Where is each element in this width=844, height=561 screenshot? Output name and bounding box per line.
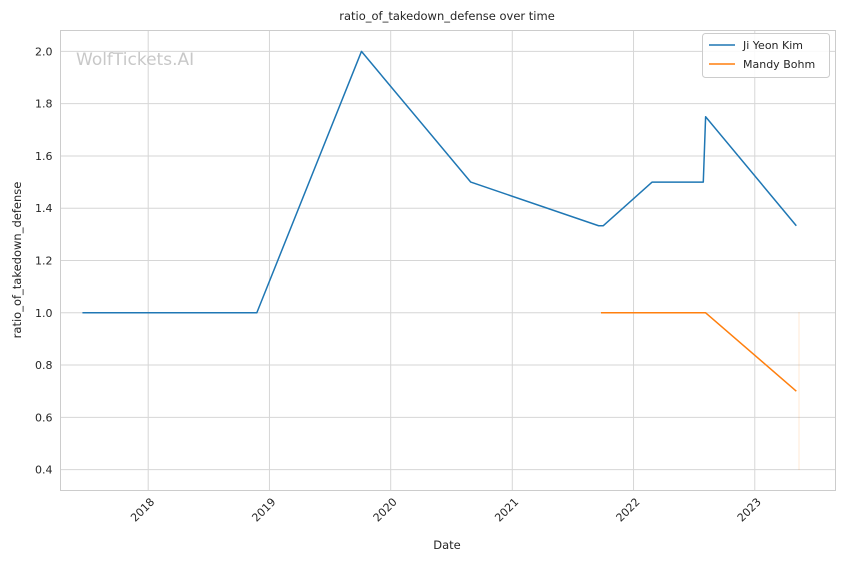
grid-layer — [60, 30, 836, 491]
x-tick-label: 2020 — [371, 496, 400, 525]
y-tick-label: 1.8 — [35, 98, 53, 111]
series-line-mandy-bohm — [600, 312, 797, 392]
y-tick-label: 2.0 — [35, 45, 53, 58]
y-tick-label: 0.8 — [35, 359, 53, 372]
x-tick-label: 2023 — [735, 496, 764, 525]
x-tick-label: 2022 — [614, 496, 643, 525]
y-tick-label: 1.2 — [35, 255, 53, 268]
y-axis-label: ratio_of_takedown_defense — [10, 182, 24, 339]
legend-label-series-0: Ji Yeon Kim — [742, 39, 803, 52]
y-tick-label: 0.4 — [35, 464, 53, 477]
y-tick-labels: 0.4 0.6 0.8 1.0 1.2 1.4 1.6 1.8 2.0 — [35, 45, 53, 476]
x-tick-label: 2021 — [492, 496, 521, 525]
y-tick-label: 1.6 — [35, 150, 53, 163]
x-tick-label: 2018 — [128, 496, 157, 525]
x-tick-label: 2019 — [249, 496, 278, 525]
plot-frame — [60, 30, 836, 491]
legend-label-series-1: Mandy Bohm — [743, 58, 815, 71]
y-tick-label: 0.6 — [35, 411, 53, 424]
y-tick-label: 1.0 — [35, 307, 53, 320]
x-tick-labels: 2018 2019 2020 2021 2022 2023 — [128, 496, 764, 525]
series-layer — [82, 50, 797, 392]
y-tick-label: 1.4 — [35, 202, 53, 215]
series-line-ji-yeon-kim — [82, 50, 797, 314]
x-axis-label: Date — [433, 538, 461, 552]
legend: Ji Yeon Kim Mandy Bohm — [702, 33, 830, 78]
chart-title: ratio_of_takedown_defense over time — [339, 9, 555, 23]
watermark-text: WolfTickets.AI — [76, 50, 194, 70]
